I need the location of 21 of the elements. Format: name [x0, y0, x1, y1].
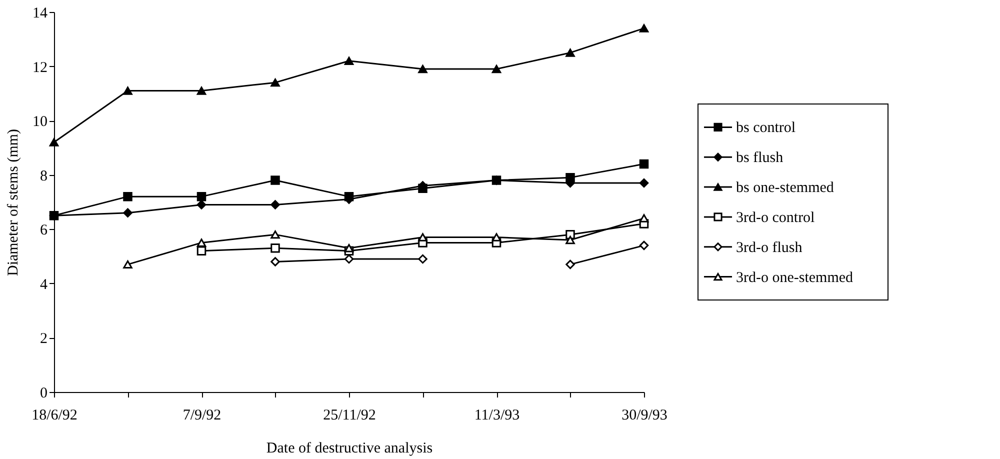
y-tick-label: 8 — [40, 168, 48, 184]
y-tick-label: 10 — [32, 114, 48, 130]
x-tick-label: 11/3/93 — [474, 408, 520, 424]
x-tick-label: 25/11/92 — [323, 408, 376, 424]
y-tick-label: 0 — [40, 386, 48, 402]
legend-label: 3rd-o control — [736, 210, 815, 226]
y-tick-label: 12 — [32, 60, 48, 76]
legend-label: bs flush — [736, 150, 784, 166]
y-tick-label: 2 — [40, 331, 48, 348]
legend-label: bs one-stemmed — [736, 180, 834, 196]
legend-label: 3rd-o flush — [736, 240, 803, 256]
x-tick-label: 30/9/93 — [622, 408, 668, 424]
y-tick-label: 6 — [40, 222, 48, 239]
legend-label: 3rd-o one-stemmed — [736, 270, 854, 286]
y-tick-label: 14 — [32, 6, 48, 22]
x-tick-label: 18/6/92 — [32, 408, 78, 424]
x-tick-label: 7/9/92 — [182, 408, 222, 424]
x-axis-title: Date of destructive analysis — [266, 440, 433, 456]
y-tick-label: 4 — [40, 276, 48, 293]
y-axis-title: Diameter of stems (mm) — [6, 128, 22, 276]
legend-label: bs control — [736, 120, 796, 136]
